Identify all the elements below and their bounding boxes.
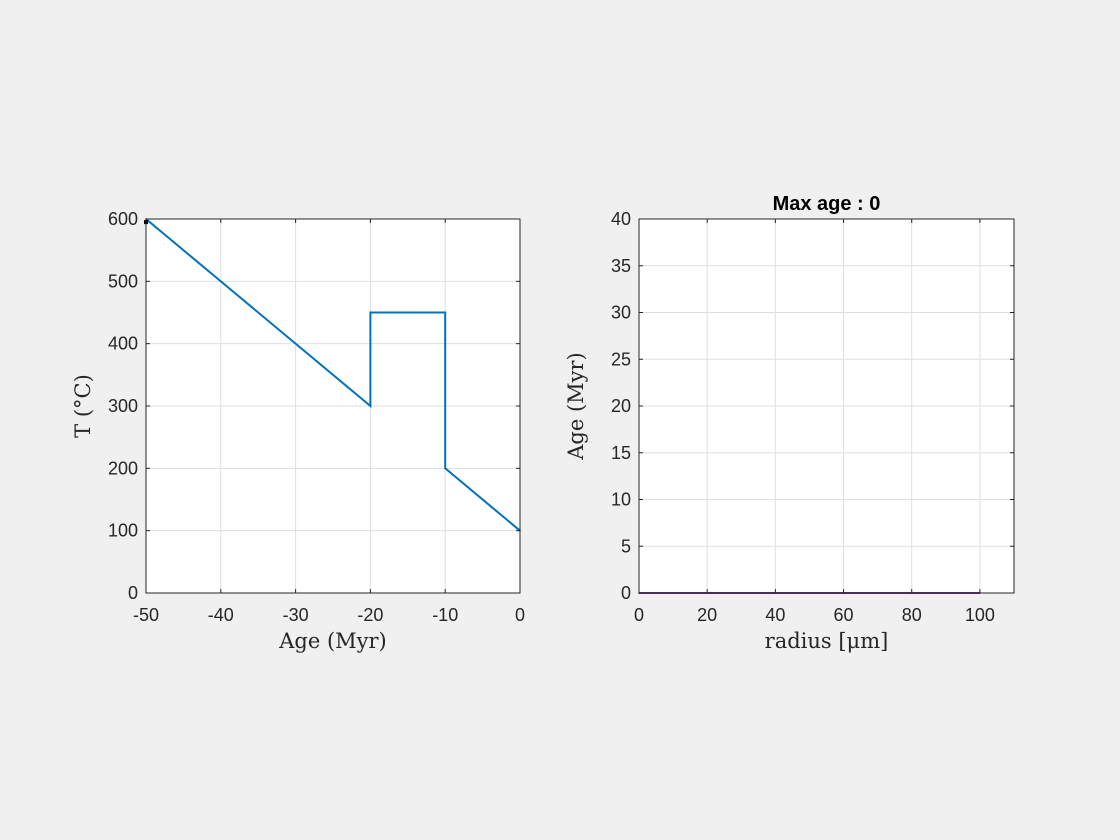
x-tick-label: -40 [208, 605, 234, 625]
x-tick-label: -10 [432, 605, 458, 625]
x-tick-label: 0 [515, 605, 525, 625]
x-axis-label: radius [μm] [765, 629, 889, 653]
x-tick-label: 60 [834, 605, 854, 625]
y-tick-label: 10 [611, 490, 631, 510]
y-tick-label: 40 [611, 209, 631, 229]
y-tick-label: 200 [108, 458, 138, 478]
y-tick-label: 300 [108, 396, 138, 416]
x-tick-label: 20 [697, 605, 717, 625]
y-tick-label: 100 [108, 521, 138, 541]
y-tick-label: 30 [611, 303, 631, 323]
x-axis-label: Age (Myr) [278, 629, 387, 653]
y-tick-label: 500 [108, 271, 138, 291]
y-tick-label: 20 [611, 396, 631, 416]
y-tick-label: 25 [611, 349, 631, 369]
data-point [444, 467, 447, 470]
y-tick-label: 15 [611, 443, 631, 463]
y-tick-label: 5 [621, 536, 631, 556]
x-tick-label: -30 [283, 605, 309, 625]
x-tick-label: 40 [765, 605, 785, 625]
axes-temperature: -50 -40 -30 -20 -10 0 0 100 200 300 400 500 600 Age (… [71, 209, 525, 653]
axes-age: 0 20 40 60 80 100 0 5 10 15 20 25 30 35 40 radius [μm] A… [564, 193, 1015, 653]
data-point [444, 311, 447, 314]
x-tick-label: -20 [357, 605, 383, 625]
x-tick-label: 80 [902, 605, 922, 625]
x-tick-label: 100 [965, 605, 995, 625]
y-tick-label: 35 [611, 256, 631, 276]
y-tick-label: 400 [108, 334, 138, 354]
data-point [369, 311, 372, 314]
series-line-0 [145, 218, 521, 532]
y-axis-label: Age (Myr) [564, 352, 588, 461]
data-point [369, 405, 372, 407]
chart-title: Max age : 0 [773, 193, 881, 215]
y-tick-label: 0 [128, 583, 138, 603]
x-tick-label: -50 [133, 605, 159, 625]
y-axis-label: T (°C) [71, 374, 95, 438]
x-tick-label: 0 [634, 605, 644, 625]
y-tick-label: 0 [621, 583, 631, 603]
y-tick-label: 600 [108, 209, 138, 229]
